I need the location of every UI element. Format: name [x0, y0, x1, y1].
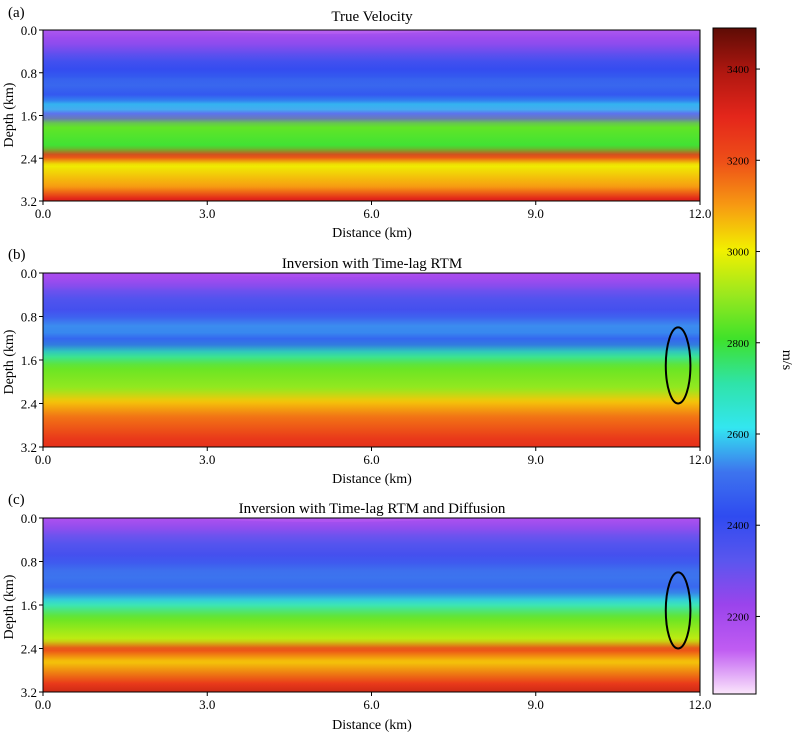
colorbar: 2200 2400 2600 2800 3000 3200 3400 m/s [712, 27, 792, 695]
x-tick-label: 3.0 [199, 452, 215, 467]
highlight-ellipse [664, 326, 692, 405]
y-tick-label: 3.2 [21, 440, 37, 455]
panel-a-y-label: Depth (km) [2, 82, 17, 147]
x-tick-label: 6.0 [363, 206, 379, 221]
panel-a-x-label: Distance (km) [332, 226, 412, 241]
panel-a: (a) True Velocity 0.0 3.0 6.0 9.0 12.0 0.00.… [2, 5, 711, 241]
y-tick-label: 1.6 [21, 598, 38, 613]
x-tick-label: 12.0 [689, 697, 712, 712]
colorbar-tick-label: 3400 [727, 64, 750, 76]
colorbar-tick-label: 3000 [727, 247, 750, 259]
y-tick-label: 0.8 [21, 66, 37, 81]
panel-c-x-ticks: 0.0 3.0 6.0 9.0 12.0 [35, 692, 712, 712]
panel-c-y-ticks: 0.0 0.8 1.6 2.4 3.2 [21, 511, 43, 700]
colorbar-gradient [712, 27, 757, 695]
y-tick-label: 0.0 [21, 511, 37, 526]
colorbar-tick-label: 2400 [727, 520, 750, 532]
panel-a-label: (a) [8, 5, 25, 21]
panel-b-title: Inversion with Time-lag RTM [282, 256, 462, 272]
panel-a-x-ticks: 0.0 3.0 6.0 9.0 12.0 [35, 201, 712, 221]
colorbar-bar [712, 27, 757, 695]
colorbar-tick-label: 2600 [727, 429, 750, 441]
velocity-layer-curvature [43, 30, 700, 201]
x-tick-label: 0.0 [35, 697, 51, 712]
panel-c-heatmap [42, 517, 701, 693]
y-tick-label: 0.0 [21, 266, 37, 281]
y-tick-label: 0.8 [21, 555, 37, 570]
velocity-layer-curvature [43, 518, 700, 692]
highlight-ellipse [664, 571, 692, 650]
panel-a-y-ticks: 0.0 0.8 1.6 2.4 3.2 [21, 23, 43, 209]
colorbar-tick-label: 2200 [727, 611, 750, 623]
y-tick-label: 3.2 [21, 194, 37, 209]
colorbar-tick-label: 3200 [727, 155, 750, 167]
x-tick-label: 0.0 [35, 452, 51, 467]
x-tick-label: 12.0 [689, 206, 712, 221]
x-tick-label: 0.0 [35, 206, 51, 221]
colorbar-ticks: 2200 2400 2600 2800 3000 3200 3400 [727, 64, 760, 623]
panel-b: (b) Inversion with Time-lag RTM 0.0 3.0 6.… [2, 247, 711, 487]
x-tick-label: 9.0 [528, 697, 544, 712]
panel-b-y-label: Depth (km) [2, 329, 17, 394]
velocity-layer-curvature [43, 273, 700, 447]
colorbar-label: m/s [779, 350, 792, 370]
x-tick-label: 3.0 [199, 206, 215, 221]
panel-b-label: (b) [8, 247, 26, 263]
x-tick-label: 6.0 [363, 697, 379, 712]
panel-c-y-label: Depth (km) [2, 574, 17, 639]
y-tick-label: 0.8 [21, 310, 37, 325]
panel-a-title: True Velocity [331, 9, 413, 25]
x-tick-label: 6.0 [363, 452, 379, 467]
panel-b-y-ticks: 0.0 0.8 1.6 2.4 3.2 [21, 266, 43, 455]
y-tick-label: 1.6 [21, 353, 38, 368]
y-tick-label: 0.0 [21, 23, 37, 38]
panel-b-x-ticks: 0.0 3.0 6.0 9.0 12.0 [35, 447, 712, 467]
y-tick-label: 2.4 [21, 151, 38, 166]
x-tick-label: 3.0 [199, 697, 215, 712]
x-tick-label: 9.0 [528, 452, 544, 467]
panel-c: (c) Inversion with Time-lag RTM and Diff… [2, 492, 711, 732]
colorbar-tick-label: 2800 [727, 338, 750, 350]
y-tick-label: 3.2 [21, 685, 37, 700]
panel-b-x-label: Distance (km) [332, 472, 412, 487]
x-tick-label: 12.0 [689, 452, 712, 467]
y-tick-label: 1.6 [21, 109, 38, 124]
y-tick-label: 2.4 [21, 397, 38, 412]
panel-c-x-label: Distance (km) [332, 718, 412, 732]
x-tick-label: 9.0 [528, 206, 544, 221]
panel-b-heatmap [42, 272, 701, 448]
y-tick-label: 2.4 [21, 642, 38, 657]
panel-a-heatmap [42, 29, 701, 202]
panel-c-label: (c) [8, 492, 25, 508]
panel-c-title: Inversion with Time-lag RTM and Diffusio… [239, 501, 506, 517]
